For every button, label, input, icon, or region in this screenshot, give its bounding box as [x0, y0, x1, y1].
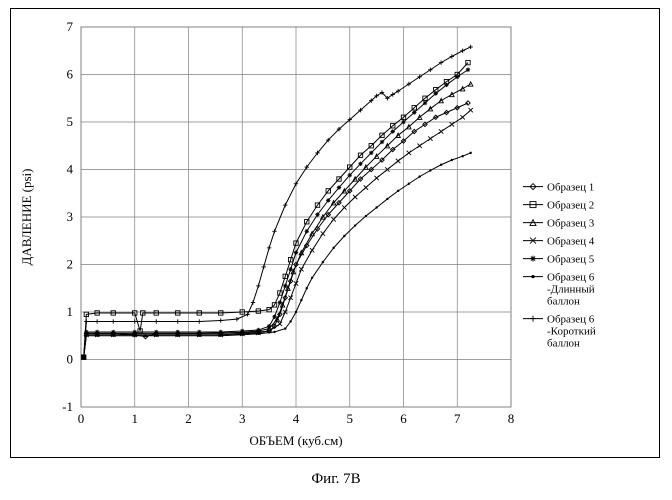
svg-text:Образец 1: Образец 1	[547, 182, 594, 194]
svg-text:0: 0	[67, 352, 74, 367]
pressure-volume-chart: -1 0 1 2 3 4 5 6 7 0 1 2 3 4 5 6 7 8 ДАВЛЕНИЕ (psi) ОБЪЕМ (…	[11, 9, 658, 456]
svg-text:Образец 3: Образец 3	[547, 218, 595, 230]
svg-text:7: 7	[67, 19, 74, 34]
svg-text:5: 5	[347, 411, 354, 426]
figure-caption: Фиг. 7B	[0, 471, 672, 488]
svg-text:баллон: баллон	[547, 338, 580, 350]
outer-border: -1 0 1 2 3 4 5 6 7 0 1 2 3 4 5 6 7 8 ДАВЛЕНИЕ (psi) ОБЪЕМ (…	[10, 8, 660, 458]
svg-text:3: 3	[239, 411, 246, 426]
svg-text:2: 2	[185, 411, 192, 426]
svg-text:4: 4	[293, 411, 300, 426]
svg-text:5: 5	[67, 114, 74, 129]
svg-text:баллон: баллон	[547, 296, 580, 308]
svg-text:7: 7	[454, 411, 461, 426]
svg-text:0: 0	[78, 411, 85, 426]
svg-text:4: 4	[67, 162, 74, 177]
svg-text:6: 6	[67, 67, 74, 82]
svg-text:-1: -1	[62, 399, 73, 414]
svg-text:Образец 6: Образец 6	[547, 314, 595, 326]
svg-text:Образец 4: Образец 4	[547, 236, 595, 248]
svg-text:1: 1	[132, 411, 139, 426]
svg-text:Образец 5: Образец 5	[547, 254, 595, 266]
svg-text:8: 8	[508, 411, 515, 426]
svg-text:3: 3	[67, 209, 74, 224]
svg-text:6: 6	[400, 411, 407, 426]
svg-text:-Длинный: -Длинный	[547, 284, 595, 296]
svg-text:Образец 2: Образец 2	[547, 200, 594, 212]
svg-text:ДАВЛЕНИЕ (psi): ДАВЛЕНИЕ (psi)	[19, 169, 34, 266]
svg-text:1: 1	[67, 304, 74, 319]
svg-text:-Короткий: -Короткий	[547, 326, 596, 338]
svg-text:ОБЪЕМ (куб.см): ОБЪЕМ (куб.см)	[249, 433, 342, 448]
svg-text:2: 2	[67, 257, 74, 272]
figure-container: -1 0 1 2 3 4 5 6 7 0 1 2 3 4 5 6 7 8 ДАВЛЕНИЕ (psi) ОБЪЕМ (…	[0, 0, 672, 500]
svg-text:Образец 6: Образец 6	[547, 272, 595, 284]
